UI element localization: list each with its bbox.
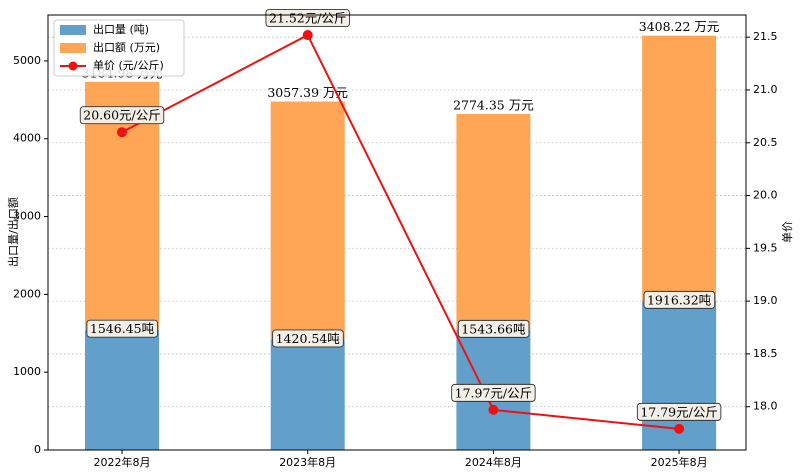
legend: 出口量 (吨) 出口额 (万元) 单价 (元/公斤) (53, 19, 185, 77)
x-tick-label: 2023年8月 (279, 455, 336, 469)
plot-frame (47, 14, 747, 451)
legend-marker (68, 61, 78, 71)
value-label: 1543.66吨 (457, 319, 530, 338)
value-label: 1916.32吨 (643, 290, 716, 309)
value-label-text: 17.97元/公斤 (455, 385, 533, 400)
value-label-text: 20.60元/公斤 (83, 108, 161, 123)
label-box (265, 9, 350, 28)
y-tick-label: 5000 (13, 54, 41, 67)
point (674, 423, 685, 434)
x-tick-label: 2025年8月 (651, 455, 708, 469)
value-label-text: 1543.66吨 (461, 321, 526, 336)
value-label-text: 1420.54吨 (276, 331, 341, 346)
bar (270, 339, 345, 450)
point (302, 30, 313, 41)
x-tick-label: 2022年8月 (94, 455, 151, 469)
y2-tick-label: 21.5 (753, 30, 778, 43)
value-label: 17.79元/公斤 (636, 402, 722, 421)
point (117, 127, 127, 138)
y2-tick-label: 21.0 (753, 83, 778, 96)
legend-swatch (60, 43, 86, 53)
label-box (636, 402, 722, 421)
value-label-text: 1916.32吨 (647, 292, 712, 307)
value-label-text: 17.79元/公斤 (640, 404, 718, 419)
bar (85, 329, 159, 450)
value-label: 1546.45吨 (86, 319, 159, 338)
label-box (79, 106, 165, 125)
y2-tick-label: 19.5 (753, 241, 778, 254)
legend-box (53, 19, 185, 77)
y2-tick-label: 18.0 (753, 400, 778, 413)
value-label: 3057.39 万元 (267, 85, 348, 100)
value-label-text: 1546.45吨 (90, 321, 155, 336)
value-label: 3408.22 万元 (639, 19, 720, 34)
label-box (457, 319, 530, 338)
y-tick-label: 1000 (13, 365, 41, 378)
value-label: 2774.35 万元 (453, 97, 534, 112)
y-tick-label: 3000 (13, 210, 41, 223)
y-axis-label: 出口量/出口额 (6, 197, 20, 267)
point (488, 404, 499, 415)
y2-tick-label: 20.5 (753, 136, 778, 149)
y-tick-label: 2000 (13, 287, 41, 300)
legend-label: 出口量 (吨) (93, 22, 149, 36)
bar (456, 113, 531, 330)
y-tick-label: 4000 (13, 132, 41, 145)
y2-tick-label: 19.0 (753, 294, 778, 307)
label-box (272, 329, 344, 348)
y2-axis-label: 单价 (781, 221, 794, 243)
value-label: 1420.54吨 (272, 329, 344, 348)
x-tick-label: 2024年8月 (465, 455, 522, 469)
bar (642, 35, 717, 301)
y-tick-label: 0 (34, 443, 41, 456)
value-label-text: 21.52元/公斤 (269, 11, 347, 26)
legend-swatch (60, 25, 86, 35)
legend-label: 出口额 (万元) (93, 40, 160, 54)
legend-label: 单价 (元/公斤) (93, 59, 164, 72)
label-box (643, 290, 716, 309)
label-box (86, 319, 159, 338)
y2-tick-label: 18.5 (753, 347, 778, 360)
value-label: 17.97元/公斤 (451, 383, 536, 402)
value-label: 21.52元/公斤 (265, 9, 350, 28)
bar (270, 101, 345, 340)
label-box (451, 383, 536, 402)
line (121, 33, 680, 430)
value-label: 20.60元/公斤 (79, 106, 165, 125)
y2-tick-label: 20.0 (753, 189, 778, 202)
